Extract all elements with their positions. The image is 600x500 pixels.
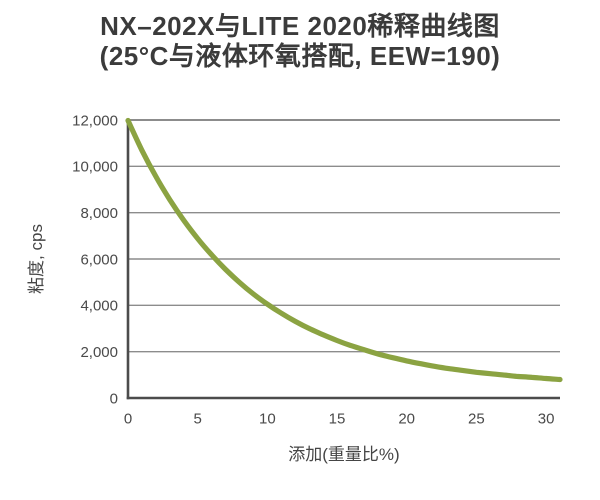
y-tick-label: 2,000	[80, 344, 118, 361]
x-tick-label: 5	[194, 410, 202, 427]
x-tick-label: 0	[124, 410, 132, 427]
y-tick-label: 10,000	[72, 159, 118, 176]
y-tick-label: 8,000	[80, 205, 118, 222]
y-tick-label: 4,000	[80, 298, 118, 315]
y-axis-title: 粘度, cps	[27, 224, 46, 294]
x-tick-label: 15	[329, 410, 346, 427]
dilution-curve	[125, 117, 563, 383]
y-tick-label: 0	[110, 390, 118, 407]
y-tick-label: 12,000	[72, 112, 118, 129]
x-axis-title: 添加(重量比%)	[288, 445, 400, 464]
chart-title-block: NX–202X与LITE 2020稀释曲线图 (25°C与液体环氧搭配, EEW…	[0, 11, 600, 71]
chart-title: NX–202X与LITE 2020稀释曲线图	[100, 11, 500, 41]
x-tick-label: 25	[468, 410, 485, 427]
x-tick-label: 10	[259, 410, 276, 427]
dilution-line-chart: 0 2,000 4,000 6,000 8,000 10,000 12,000 0 5 10 15 2…	[72, 112, 563, 427]
x-tick-label: 30	[538, 410, 555, 427]
x-tick-label: 20	[398, 410, 415, 427]
chart-subtitle: (25°C与液体环氧搭配, EEW=190)	[99, 41, 501, 71]
y-tick-label: 6,000	[80, 251, 118, 268]
